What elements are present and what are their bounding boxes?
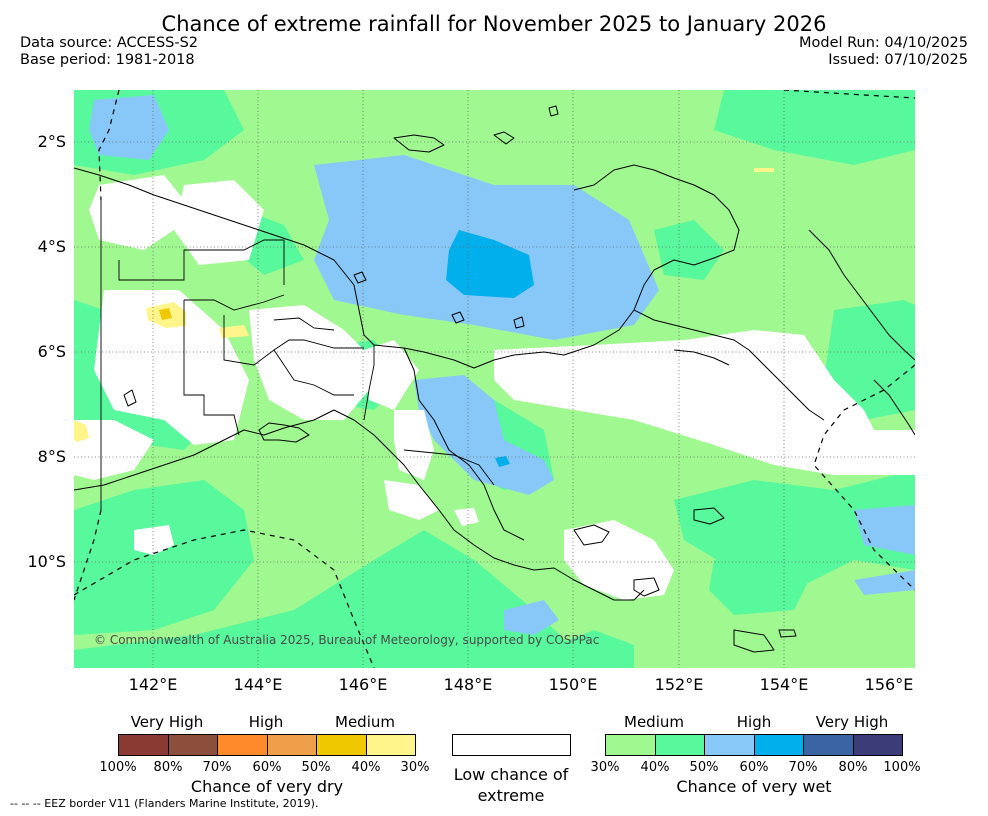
dry-tick-70: 70%: [202, 760, 232, 775]
eez-border: [74, 90, 915, 668]
lon-label-152e: 152°E: [654, 675, 704, 694]
data-source: Data source: ACCESS-S2: [20, 35, 199, 51]
wet-swatch-3: [705, 735, 755, 755]
dry-swatch-4: [268, 735, 317, 755]
wet-tick-100: 100%: [883, 760, 921, 775]
dry-swatch-1: [119, 735, 169, 755]
meta-right: Model Run: 04/10/2025 Issued: 07/10/2025: [799, 35, 968, 69]
wet-level-high: High: [736, 713, 772, 731]
high-dry-patch: [159, 308, 172, 320]
dry-colorbar: [118, 734, 416, 756]
province-borders: [100, 200, 495, 510]
wet-colorbar: [605, 734, 903, 756]
wet-swatch-2: [656, 735, 705, 755]
lon-label-156e: 156°E: [864, 675, 914, 694]
very-high-wet-regions: [446, 230, 534, 467]
meta-left: Data source: ACCESS-S2 Base period: 1981…: [20, 35, 198, 69]
lat-label-10s: 10°S: [27, 552, 66, 571]
low-chance-swatch: [452, 734, 571, 756]
eez-border-note: -- -- -- EEZ border V11 (Flanders Marine…: [10, 797, 319, 810]
wet-swatch-6: [854, 735, 902, 755]
dry-tick-50: 50%: [301, 760, 331, 775]
wet-tick-80: 80%: [838, 760, 868, 775]
dry-swatch-2: [169, 735, 218, 755]
lat-label-2s: 2°S: [37, 132, 66, 151]
issued-date: Issued: 07/10/2025: [828, 52, 968, 68]
wet-level-very-high: Very High: [815, 713, 889, 731]
wet-swatch-4: [755, 735, 804, 755]
lon-label-150e: 150°E: [548, 675, 598, 694]
lon-label-148e: 148°E: [443, 675, 493, 694]
wet-legend-title: Chance of very wet: [676, 777, 832, 796]
wet-level-medium: Medium: [624, 713, 684, 731]
wet-swatch-5: [804, 735, 854, 755]
lat-label-4s: 4°S: [37, 237, 66, 256]
wet-tick-50: 50%: [689, 760, 719, 775]
wet-tick-40: 40%: [640, 760, 670, 775]
dry-level-high: High: [248, 713, 284, 731]
dry-level-very-high: Very High: [130, 713, 204, 731]
lon-label-146e: 146°E: [338, 675, 388, 694]
copyright-notice: © Commonwealth of Australia 2025, Bureau…: [94, 633, 600, 647]
map-title: Chance of extreme rainfall for November …: [161, 12, 827, 36]
lat-label-8s: 8°S: [37, 447, 66, 466]
dry-tick-30: 30%: [400, 760, 430, 775]
low-chance-title: Low chance of extreme: [453, 765, 569, 805]
dry-level-medium: Medium: [335, 713, 395, 731]
wet-swatch-1: [606, 735, 656, 755]
wet-tick-60: 60%: [739, 760, 769, 775]
dry-swatch-3: [218, 735, 268, 755]
dry-tick-40: 40%: [351, 760, 381, 775]
coastlines: [74, 105, 915, 653]
lon-label-154e: 154°E: [759, 675, 809, 694]
model-run: Model Run: 04/10/2025: [798, 35, 968, 51]
lon-label-142e: 142°E: [128, 675, 178, 694]
dry-tick-100: 100%: [99, 760, 137, 775]
gridlines: [74, 90, 915, 668]
wet-tick-30: 30%: [590, 760, 620, 775]
dry-tick-80: 80%: [153, 760, 183, 775]
dry-legend-title: Chance of very dry: [190, 777, 344, 796]
lat-label-6s: 6°S: [37, 342, 66, 361]
low-chance-regions: [74, 175, 915, 600]
base-period: Base period: 1981-2018: [20, 52, 195, 68]
lon-label-144e: 144°E: [233, 675, 283, 694]
dry-tick-60: 60%: [252, 760, 282, 775]
rainfall-map[interactable]: [74, 90, 915, 668]
map-canvas: [74, 90, 915, 668]
dry-swatch-6: [367, 735, 415, 755]
dry-swatch-5: [317, 735, 367, 755]
wet-tick-70: 70%: [788, 760, 818, 775]
